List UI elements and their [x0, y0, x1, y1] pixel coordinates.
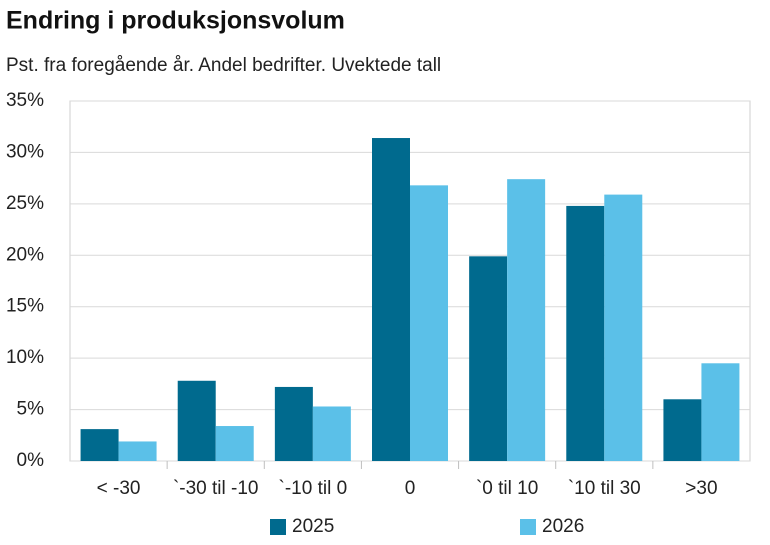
x-tick-label: `-30 til -10 — [173, 478, 259, 499]
y-tick-label: 15% — [6, 296, 44, 317]
bar — [215, 426, 254, 461]
legend-swatch — [520, 519, 536, 535]
x-tick-label: < -30 — [97, 478, 141, 499]
legend-label: 2025 — [292, 516, 334, 537]
bar — [118, 441, 157, 461]
x-tick-label: `0 til 10 — [476, 478, 538, 499]
chart-subtitle: Pst. fra foregående år. Andel bedrifter.… — [6, 55, 441, 76]
bar — [566, 205, 605, 461]
y-tick-label: 35% — [6, 90, 44, 111]
bar — [410, 185, 448, 462]
legend-swatch — [270, 519, 286, 535]
bar — [177, 380, 216, 461]
x-tick-label: `10 til 30 — [568, 478, 641, 499]
bar — [372, 138, 410, 461]
bar — [312, 406, 351, 461]
y-tick-label: 30% — [6, 141, 44, 162]
x-tick-label: `-10 til 0 — [279, 478, 348, 499]
y-tick-label: 25% — [6, 193, 44, 214]
bar — [469, 256, 508, 461]
y-tick-label: 0% — [17, 450, 45, 471]
x-tick-label: 0 — [405, 478, 416, 499]
bar — [604, 194, 643, 461]
chart-title: Endring i produksjonsvolum — [6, 7, 345, 35]
legend-label: 2026 — [542, 516, 584, 537]
bar — [701, 363, 740, 461]
y-tick-label: 5% — [17, 399, 45, 420]
y-tick-label: 20% — [6, 244, 44, 265]
bar — [274, 386, 313, 461]
bar — [663, 399, 702, 461]
x-tick-label: >30 — [685, 478, 717, 499]
bar — [80, 429, 119, 461]
bar — [507, 179, 546, 461]
y-tick-label: 10% — [6, 347, 44, 368]
